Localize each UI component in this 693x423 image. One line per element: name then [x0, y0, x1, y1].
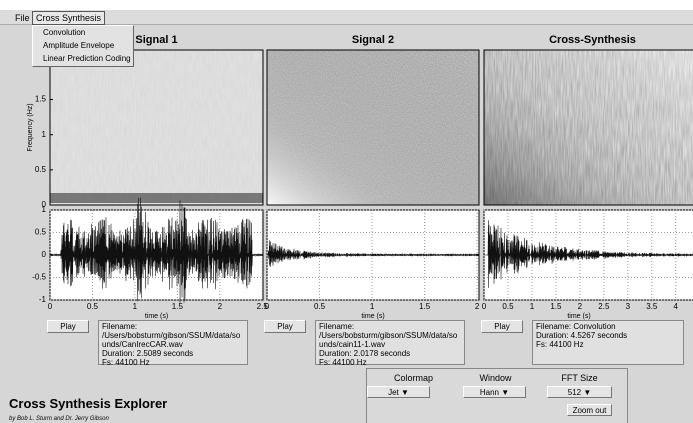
- app-title: Cross Synthesis Explorer: [9, 396, 167, 411]
- dropdown-menu: Convolution Amplitude Envelope Linear Pr…: [32, 25, 134, 67]
- popup-fft-size[interactable]: 512 ▼: [547, 386, 612, 398]
- spectrogram-shade: [267, 50, 479, 205]
- x-axis-label: time (s): [361, 313, 384, 320]
- play-button[interactable]: Play: [264, 320, 306, 333]
- spectrogram-image: [50, 50, 263, 205]
- popup-value: Jet: [388, 388, 399, 397]
- byline: by Bob L. Sturm and Dr. Jerry Gibson: [9, 416, 109, 422]
- info-line: Filename:: [102, 322, 244, 331]
- popup-value: Hann: [480, 388, 499, 397]
- y-tick-label: 1: [42, 130, 47, 139]
- x-tick-label: 1: [370, 302, 375, 311]
- info-line: /Users/bobsturm/gibson/SSUM/data/sounds/…: [319, 331, 461, 349]
- info-box: Filename:/Users/bobsturm/gibson/SSUM/dat…: [315, 320, 465, 365]
- y-tick-label: 1.5: [35, 95, 47, 104]
- control-label: FFT Size: [542, 373, 617, 383]
- info-line: Fs: 44100 Hz: [102, 358, 244, 367]
- x-tick-label: 0: [48, 302, 53, 311]
- x-tick-label: 0.5: [314, 302, 326, 311]
- popup-window[interactable]: Hann ▼: [463, 386, 526, 398]
- play-button[interactable]: Play: [47, 320, 89, 333]
- y-tick-label: 0: [42, 250, 47, 259]
- x-tick-label: 0.5: [87, 302, 99, 311]
- menu-item[interactable]: Linear Prediction Coding: [33, 52, 133, 65]
- x-tick-label: 0.5: [502, 302, 514, 311]
- control-label: Colormap: [376, 373, 451, 383]
- x-tick-label: 1: [133, 302, 138, 311]
- y-tick-label: 0.5: [35, 228, 47, 237]
- spectrogram-shade: [484, 50, 693, 205]
- x-axis-label: time (s): [145, 313, 168, 320]
- y-tick-label: 0.5: [35, 165, 47, 174]
- x-tick-label: 2.5: [598, 302, 610, 311]
- spectrogram-lowband: [50, 193, 263, 203]
- x-tick-label: 2: [578, 302, 583, 311]
- control-label: Window: [458, 373, 533, 383]
- x-tick-label: 3.5: [646, 302, 658, 311]
- info-line: Filename: Convolution: [536, 322, 680, 331]
- x-tick-label: 1.5: [419, 302, 431, 311]
- popup-colormap[interactable]: Jet ▼: [367, 386, 430, 398]
- y-tick-label: -1: [39, 295, 47, 304]
- x-tick-label: 1.5: [550, 302, 562, 311]
- x-tick-label: 0: [265, 302, 270, 311]
- x-tick-label: 0: [482, 302, 487, 311]
- info-line: Filename:: [319, 322, 461, 331]
- x-tick-label: 4: [674, 302, 679, 311]
- panel-title: Cross-Synthesis: [549, 34, 636, 46]
- info-line: Duration: 4.5267 seconds: [536, 331, 680, 340]
- y-tick-label: 1: [42, 205, 47, 214]
- menu-item[interactable]: Convolution: [33, 26, 133, 39]
- y-axis-label: Frequency (Hz): [27, 103, 34, 151]
- x-tick-label: 3: [626, 302, 631, 311]
- info-line: Duration: 2.0178 seconds: [319, 349, 461, 358]
- panel-title: Signal 2: [352, 34, 394, 46]
- info-line: /Users/bobsturm/gibson/SSUM/data/sounds/…: [102, 331, 244, 349]
- popup-value: 512: [568, 388, 581, 397]
- menu-item[interactable]: Amplitude Envelope: [33, 39, 133, 52]
- x-axis-label: time (s): [567, 313, 590, 320]
- y-tick-label: -0.5: [32, 273, 46, 282]
- info-line: Duration: 2.5089 seconds: [102, 349, 244, 358]
- info-box: Filename:/Users/bobsturm/gibson/SSUM/dat…: [98, 320, 248, 365]
- menu-file[interactable]: File: [12, 12, 33, 24]
- panel-title: Signal 1: [135, 34, 177, 46]
- x-tick-label: 2: [218, 302, 223, 311]
- play-button[interactable]: Play: [481, 320, 523, 333]
- info-line: Fs: 44100 Hz: [536, 340, 680, 349]
- info-line: Fs: 44100 Hz: [319, 358, 461, 367]
- zoom-out-button[interactable]: Zoom out: [567, 404, 612, 416]
- x-tick-label: 2: [475, 302, 480, 311]
- x-tick-label: 1: [530, 302, 535, 311]
- app-window: Signal 1 0 0.5 1 1.5 2 Frequency (Hz) 0 0.5 1 1.5 2…: [0, 0, 693, 423]
- x-tick-label: 1.5: [172, 302, 184, 311]
- menu-cross-synthesis[interactable]: Cross Synthesis: [32, 11, 105, 25]
